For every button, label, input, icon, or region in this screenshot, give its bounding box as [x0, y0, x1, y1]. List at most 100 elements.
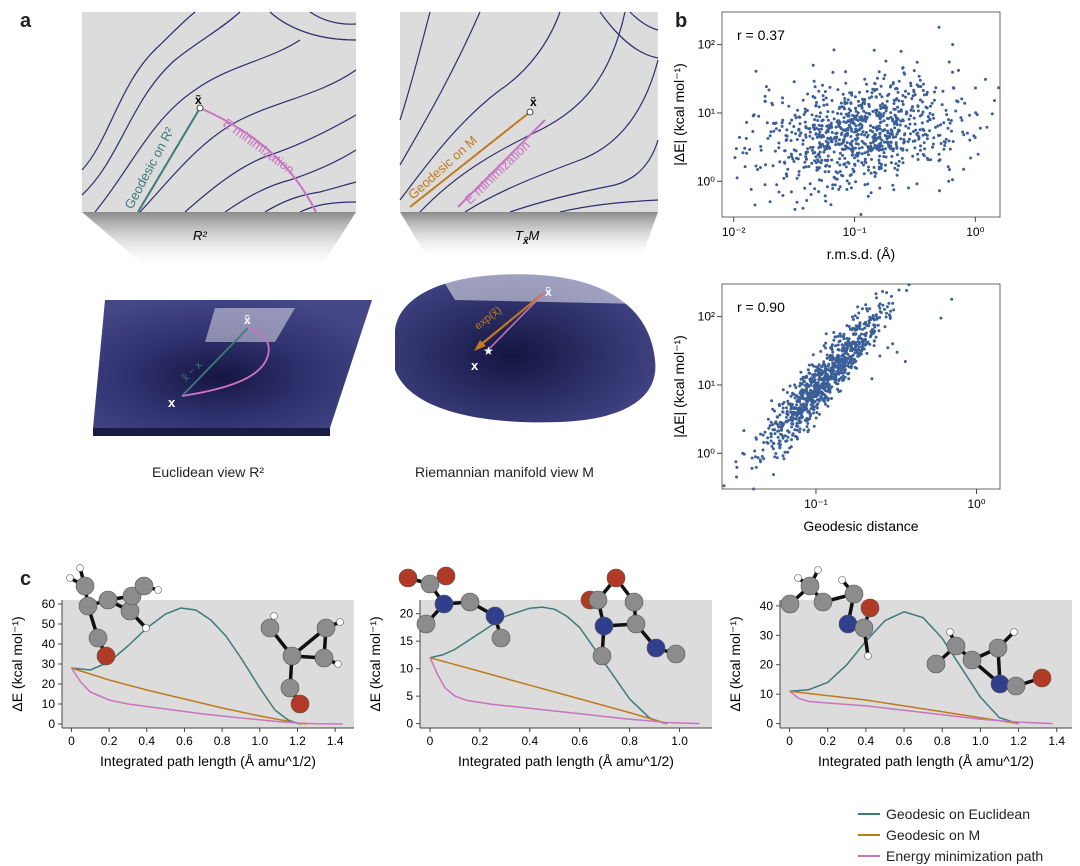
scatter-point — [868, 307, 872, 311]
scatter-point — [803, 110, 807, 114]
scatter-point — [777, 425, 781, 429]
scatter-point — [818, 387, 822, 390]
scatter-point — [876, 323, 880, 327]
scatter-point — [754, 164, 758, 168]
scatter-point — [843, 156, 847, 160]
molecule-atom — [592, 646, 612, 666]
scatter-point — [925, 106, 929, 110]
scatter-point — [750, 466, 754, 470]
molecule-atom — [460, 592, 480, 612]
scatter-point — [778, 404, 781, 408]
scatter-point — [815, 406, 819, 410]
scatter-point — [903, 132, 907, 136]
scatter-point — [817, 123, 821, 127]
scatter-point — [864, 130, 868, 134]
scatter-point — [813, 127, 817, 131]
scatter-point — [884, 163, 887, 167]
scatter-point — [799, 131, 803, 135]
scatter-point — [860, 124, 864, 127]
scatter-point — [860, 348, 864, 352]
scatter-point — [942, 140, 946, 144]
scatter-point — [867, 105, 871, 108]
scatter-point — [950, 129, 953, 133]
scatter-point — [796, 437, 799, 441]
scatter-point — [818, 412, 821, 416]
scatter-point — [752, 487, 756, 491]
scatter-point — [893, 126, 897, 130]
scatter-point — [848, 358, 852, 362]
scatter-point — [920, 121, 924, 125]
scatter-point — [868, 96, 871, 100]
scatter-point — [824, 346, 828, 350]
scatter-point — [810, 113, 814, 117]
scatter-point — [921, 89, 925, 92]
scatter-point — [807, 127, 811, 131]
scatter-point — [838, 163, 842, 167]
scatter-point — [922, 154, 926, 158]
scatter-point — [917, 134, 920, 138]
scatter-point — [831, 110, 835, 114]
scatter-point — [925, 156, 929, 160]
scatter-point — [870, 95, 874, 99]
molecule-atom — [290, 694, 310, 714]
panel-letter-a: a — [20, 10, 32, 32]
scatter-point — [795, 200, 799, 204]
scatter-point — [891, 135, 895, 139]
scatter-point — [778, 446, 782, 450]
scatter-point — [837, 372, 841, 376]
scatter-point — [968, 113, 972, 117]
y-axis-title: ΔE (kcal mol⁻¹) — [367, 616, 383, 711]
x-tick-label: 1.4 — [1048, 734, 1065, 748]
scatter-point — [916, 104, 920, 108]
scatter-point — [759, 432, 763, 436]
scatter-point — [856, 159, 860, 163]
y-tick-label: 10 — [42, 697, 56, 711]
scatter-point — [896, 153, 899, 157]
scatter-point — [794, 132, 798, 136]
molecule-atom — [122, 586, 142, 606]
scatter-point — [830, 354, 834, 358]
plot-frame — [721, 11, 1001, 218]
scatter-point — [903, 72, 907, 76]
scatter-point — [879, 120, 883, 124]
scatter-point — [823, 370, 827, 374]
caption-euclidean: Euclidean view R² — [152, 464, 265, 480]
scatter-point — [791, 432, 795, 436]
scatter-point — [775, 456, 779, 460]
scatter-point — [917, 74, 921, 78]
molecule-atom — [626, 614, 646, 634]
scatter-point — [834, 344, 838, 348]
scatter-point — [806, 383, 810, 387]
scatter-point — [838, 365, 842, 369]
scatter-point — [753, 449, 757, 453]
scatter-point — [820, 378, 824, 382]
scatter-point — [821, 142, 824, 146]
scatter-point — [937, 134, 940, 137]
scatter-point — [857, 123, 861, 127]
scatter-point — [778, 160, 782, 164]
scatter-point — [799, 370, 803, 374]
scatter-point — [878, 302, 882, 306]
scatter-point — [878, 316, 882, 319]
scatter-point — [805, 425, 809, 429]
scatter-point — [845, 324, 849, 328]
scatter-point — [777, 141, 781, 145]
scatter-point — [882, 119, 886, 123]
scatter-point — [819, 161, 823, 165]
scatter-point — [754, 437, 758, 441]
scatter-point — [870, 331, 874, 335]
scatter-point — [794, 116, 798, 120]
scatter-point — [797, 416, 801, 420]
scatter-point — [832, 338, 836, 342]
scatter-point — [827, 123, 831, 127]
molecule-atom — [434, 594, 454, 614]
scatter-point — [803, 186, 807, 190]
scatter-point — [932, 136, 936, 140]
scatter-point — [857, 311, 861, 315]
scatter-point — [922, 129, 926, 132]
scatter-point — [885, 99, 889, 103]
scatter-point — [976, 152, 980, 156]
scatter-point — [783, 160, 786, 164]
scatter-point — [781, 406, 785, 410]
scatter-point — [787, 155, 791, 159]
